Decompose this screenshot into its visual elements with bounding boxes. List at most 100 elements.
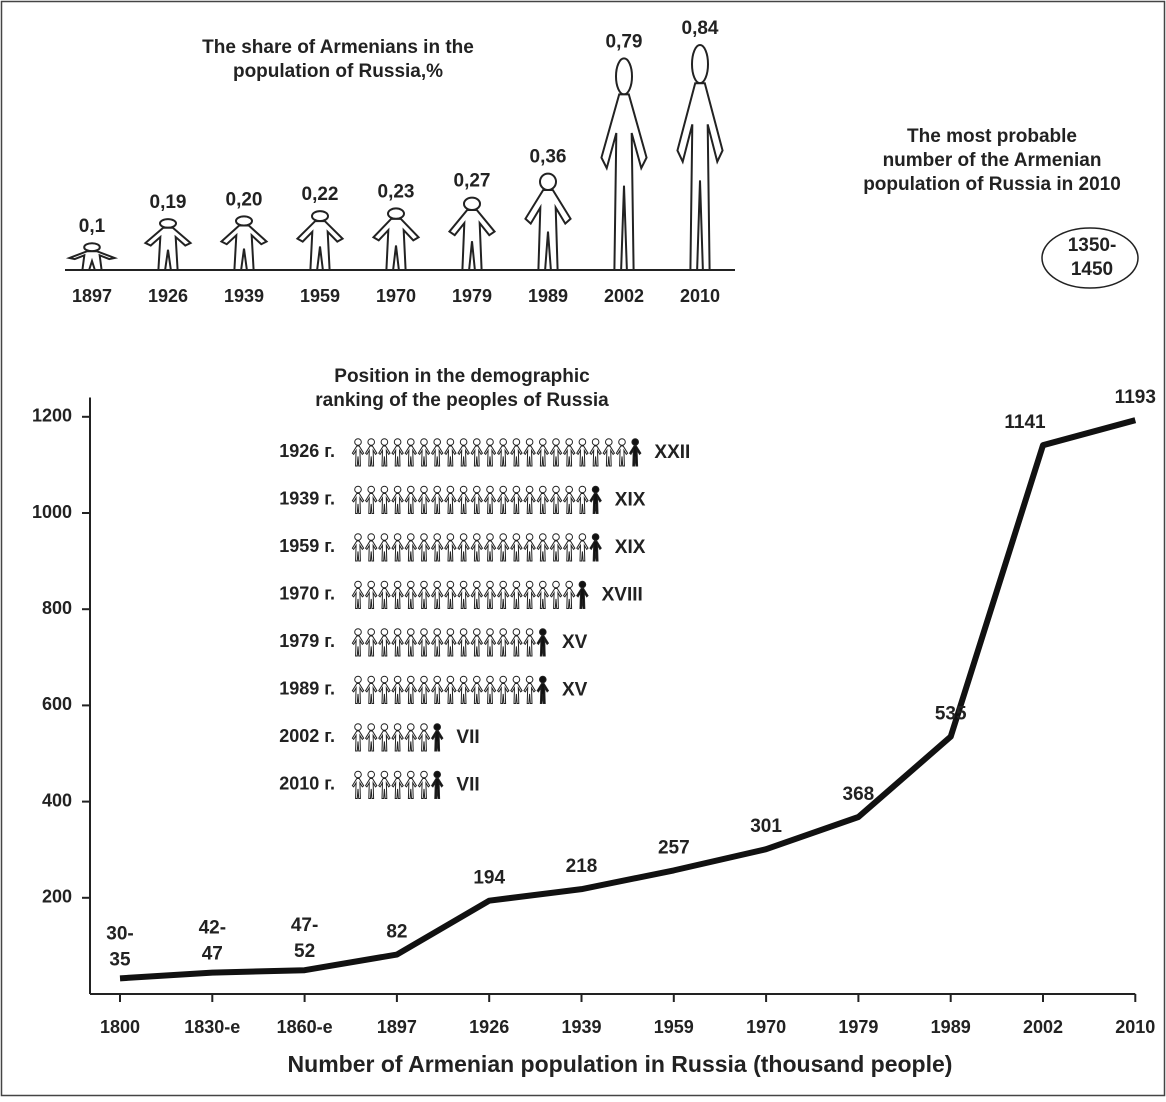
x-tick-label: 1926 <box>469 1017 509 1037</box>
row-figure-head <box>420 628 428 636</box>
row-figure-head <box>473 438 481 446</box>
y-tick-label: 600 <box>42 694 72 714</box>
row-figure-body <box>445 541 456 561</box>
annotation-text: population of Russia in 2010 <box>863 174 1121 195</box>
x-tick-label: 1959 <box>654 1017 694 1037</box>
row-figure-body <box>484 684 495 704</box>
rank-label: VII <box>456 775 479 796</box>
row-figure-body <box>379 446 390 466</box>
row-figure-head <box>433 533 442 541</box>
row-figure-head <box>512 438 521 446</box>
row-figure-head <box>459 628 468 636</box>
figure-head <box>387 207 405 220</box>
row-figure-head <box>367 770 376 779</box>
row-figure-body <box>366 541 377 561</box>
row-figure-body <box>379 684 390 704</box>
row-figure-body <box>471 446 482 466</box>
row-figure-body <box>537 446 548 466</box>
row-figure-head <box>433 438 442 446</box>
x-tick-label: 1979 <box>452 286 492 306</box>
row-figure-head <box>407 533 415 541</box>
figure-head <box>691 44 709 85</box>
ranking-row <box>352 486 601 513</box>
row-figure-body <box>511 589 522 609</box>
rank-label: XVIII <box>602 585 643 606</box>
figure-body <box>69 251 114 270</box>
row-figure-head <box>591 438 600 446</box>
row-figure-body <box>352 494 363 514</box>
row-figure-head <box>578 580 587 589</box>
row-figure-body <box>458 446 469 466</box>
row-label: 1959 г. <box>279 536 335 556</box>
row-figure-body <box>352 541 363 561</box>
row-figure-body <box>418 779 429 799</box>
row-figure-body <box>458 541 469 561</box>
row-figure-head <box>512 485 521 494</box>
data-label: 535 <box>935 704 967 725</box>
figure-body <box>221 226 266 270</box>
row-figure-head <box>407 723 415 731</box>
row-figure-head <box>473 580 481 589</box>
y-tick-label: 800 <box>42 598 72 618</box>
ranking-row <box>352 724 442 751</box>
row-figure-head <box>591 533 600 541</box>
row-figure-body <box>484 541 495 561</box>
row-figure-body <box>392 541 403 561</box>
row-figure-body <box>432 541 443 561</box>
data-label: 82 <box>386 922 407 943</box>
y-tick-label: 400 <box>42 790 72 810</box>
row-figure-body <box>550 589 561 609</box>
row-figure-body <box>392 494 403 514</box>
row-figure-head <box>473 533 481 541</box>
figure-head <box>311 210 329 223</box>
row-figure-body <box>379 494 390 514</box>
row-figure-head <box>433 485 442 494</box>
row-figure-head <box>473 675 481 684</box>
row-figure-head <box>446 628 455 636</box>
figure-body <box>297 221 342 270</box>
row-figure-head <box>367 723 376 731</box>
value-label: 0,22 <box>302 184 339 205</box>
row-figure-body <box>471 494 482 514</box>
row-figure-body <box>524 494 535 514</box>
row-figure-head <box>393 675 402 684</box>
row-figure-body <box>432 636 443 656</box>
row-figure-head <box>393 533 402 541</box>
row-label: 1926 г. <box>279 441 335 461</box>
rank-label: XV <box>562 632 588 653</box>
row-label: 1979 г. <box>279 631 335 651</box>
row-figure-body <box>366 589 377 609</box>
row-figure-head <box>539 628 547 636</box>
row-figure-head <box>433 580 442 589</box>
value-label: 0,36 <box>530 147 567 168</box>
row-figure-body <box>352 446 363 466</box>
row-figure-head <box>539 580 547 589</box>
row-figure-head <box>354 485 362 494</box>
row-figure-body <box>418 684 429 704</box>
row-figure-head <box>473 485 481 494</box>
row-figure-head <box>446 485 455 494</box>
rank-label: XV <box>562 680 588 701</box>
row-figure-head <box>380 533 389 541</box>
row-figure-body <box>577 446 588 466</box>
row-figure-body <box>432 684 443 704</box>
row-figure-body <box>498 541 509 561</box>
y-tick-label: 1000 <box>32 502 72 522</box>
row-figure-head <box>499 485 508 494</box>
row-figure-body <box>379 731 390 751</box>
data-label: 218 <box>566 856 598 877</box>
row-figure-body <box>352 589 363 609</box>
row-figure-head <box>459 580 468 589</box>
ranking-row <box>352 676 548 703</box>
annotation-text: The most probable <box>907 126 1077 147</box>
row-figure-body <box>471 541 482 561</box>
row-figure-head <box>552 485 560 494</box>
value-label: 0,19 <box>150 192 187 213</box>
row-figure-body <box>445 494 456 514</box>
value-label: 0,20 <box>226 189 263 210</box>
value-label: 0,27 <box>454 171 491 192</box>
row-figure-head <box>407 580 415 589</box>
row-figure-head <box>578 438 587 446</box>
row-figure-body <box>498 494 509 514</box>
row-figure-head <box>499 675 508 684</box>
